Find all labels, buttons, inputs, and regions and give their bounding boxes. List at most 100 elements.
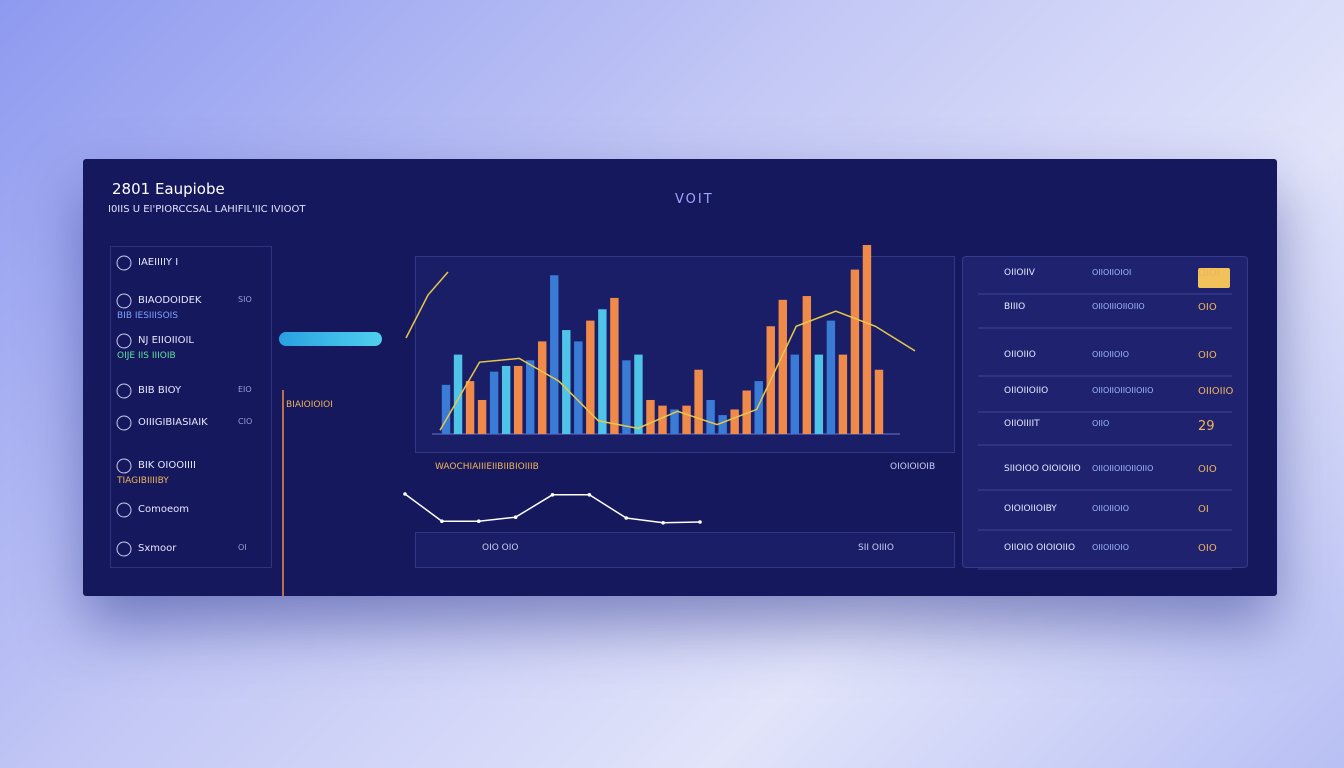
bar	[646, 399, 655, 434]
line	[404, 493, 701, 524]
footer-left: OIO OIO	[482, 543, 519, 553]
row-value: OIOI	[1198, 268, 1220, 279]
row-label: OIIOIIIIT	[1004, 419, 1040, 429]
item-icon	[116, 383, 132, 399]
item-label: Comoeom	[138, 504, 189, 515]
item-label: BIK OIOOIIII	[138, 460, 196, 471]
row-value: OIO	[1198, 350, 1217, 361]
bar	[574, 341, 583, 434]
row-mid: OIIOIIOIOI	[1092, 268, 1132, 277]
item-value: OI	[238, 543, 247, 552]
row-mid: OIIOIIOIIOIIOIIO	[1092, 386, 1154, 395]
item-sub: BIB IESIIISOIS	[117, 311, 179, 321]
row-mid: OIIO	[1092, 419, 1110, 428]
bar	[622, 360, 631, 434]
item-icon	[116, 255, 132, 271]
bar	[754, 381, 763, 434]
row-value: 29	[1198, 419, 1215, 434]
item-label: IAEIIIIY I	[138, 257, 179, 268]
bar	[562, 330, 571, 434]
decor-line	[405, 271, 449, 339]
bar	[477, 399, 487, 434]
bar	[778, 299, 787, 434]
bar	[489, 371, 499, 434]
badge	[1198, 268, 1230, 288]
bar	[826, 320, 836, 434]
row-label: OIIOIIOIIO	[1004, 386, 1049, 396]
row-mid: OIIOIIOIIOIIOIIO	[1092, 464, 1154, 473]
bar	[694, 369, 703, 434]
item-label: NJ EIIOIIOIL	[138, 335, 194, 346]
bar	[586, 320, 595, 434]
line	[439, 310, 916, 431]
row-value: OIIOIIO	[1198, 386, 1234, 397]
right-frame	[962, 256, 1248, 568]
bar	[453, 354, 463, 434]
row-label: BIIIO	[1004, 302, 1026, 312]
note: BIAIOIOIOI	[286, 400, 333, 410]
chart-caption: WAOCHIAIIIEIIBIIBIOIIIB	[435, 462, 539, 472]
item-label: Sxmoor	[138, 543, 177, 554]
bar	[465, 381, 475, 434]
item-sub: OIJE IIS IIIOIB	[117, 351, 176, 361]
bar	[634, 354, 643, 434]
row-value: OIO	[1198, 464, 1217, 475]
point	[403, 492, 407, 496]
item-label: BIAODOIDEK	[138, 295, 202, 306]
bar	[838, 354, 848, 434]
bar	[441, 384, 451, 434]
subtitle: I0IIS U EI'PIORCCSAL LAHIFIL'IIC IVIOOT	[108, 204, 306, 215]
row-mid: OIIOIIOIO	[1092, 543, 1129, 552]
footer-right: SII OIIIO	[858, 543, 895, 553]
bar	[682, 405, 691, 434]
bar	[790, 354, 800, 434]
item-icon	[116, 333, 132, 349]
point	[698, 520, 702, 524]
item-icon	[116, 458, 132, 474]
item-value: EIO	[238, 385, 252, 394]
row-mid: OIIOIIIOIIOIIO	[1092, 302, 1145, 311]
row-mid: OIIOIIOIO	[1092, 504, 1129, 513]
item-value: CIO	[238, 417, 253, 426]
row-value: OI	[1198, 504, 1209, 515]
bar	[610, 297, 619, 434]
row-label: OIIOIO OIOIOIIO	[1004, 543, 1076, 553]
row-label: OIOIOIIOIBY	[1004, 504, 1057, 514]
bar	[730, 409, 739, 434]
bar	[598, 309, 607, 434]
bar	[538, 341, 547, 434]
item-icon	[116, 293, 132, 309]
bar	[670, 409, 679, 434]
item-icon	[116, 415, 132, 431]
row-value: OIO	[1198, 302, 1217, 313]
item-sub: TIAGIBIIIIBY	[117, 476, 169, 486]
bar	[850, 269, 860, 434]
chart-side-caption: OIOIOIOIB	[890, 462, 936, 472]
item-icon	[116, 541, 132, 557]
row-value: OIO	[1198, 543, 1217, 554]
item-label: BIB BIOY	[138, 385, 182, 396]
point	[624, 516, 629, 520]
bar	[718, 415, 727, 434]
center-label: VOIT	[675, 192, 714, 207]
item-label: OIIIGIBIASIAIK	[138, 417, 208, 428]
bar	[874, 369, 884, 434]
item-value: SIO	[238, 295, 252, 304]
item-icon	[116, 502, 132, 518]
bar	[658, 405, 667, 434]
row-label: OIIOIIO	[1004, 350, 1036, 360]
progress-bar	[279, 332, 382, 346]
bar	[814, 354, 824, 434]
footer-frame	[415, 532, 955, 568]
bar	[550, 275, 559, 434]
row-label: SIIOIOO OIOIOIIO	[1004, 464, 1081, 474]
point	[550, 493, 555, 497]
point	[587, 493, 592, 497]
sidebar-frame	[110, 246, 272, 568]
bar	[862, 245, 872, 434]
row-mid: OIIOIIOIO	[1092, 350, 1129, 359]
bar	[525, 360, 535, 434]
point	[476, 519, 481, 523]
